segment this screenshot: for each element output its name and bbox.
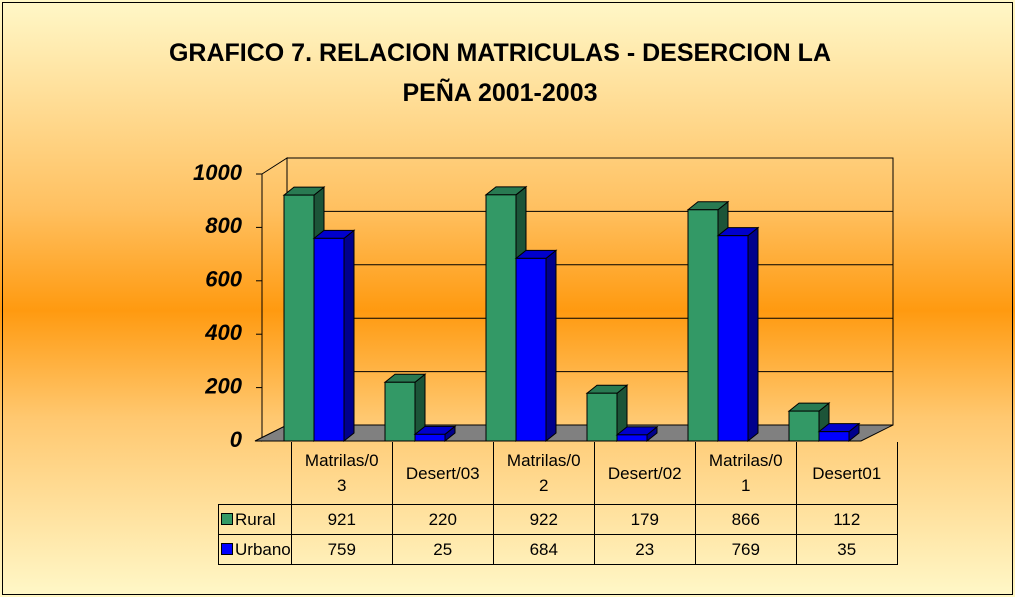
category-label: Desert01 (812, 463, 882, 483)
y-tick-label: 1000 (193, 160, 243, 185)
y-tick-label: 400 (204, 320, 242, 345)
chart-title: GRAFICO 7. RELACION MATRICULAS - DESERCI… (168, 39, 832, 107)
bar (283, 194, 315, 442)
corner-cell (219, 442, 292, 505)
legend-label: Urbano (235, 539, 291, 559)
legend-entry: Rural (218, 504, 292, 535)
table-value: 684 (492, 534, 595, 565)
table-value: 112 (795, 504, 898, 535)
back-wall (286, 157, 894, 426)
y-tick-label: 800 (205, 213, 242, 238)
bar (616, 434, 648, 442)
bar (818, 431, 850, 442)
bar (788, 410, 820, 442)
category-cell: Desert01 (795, 442, 898, 505)
table-value: 220 (391, 504, 494, 535)
bar (687, 209, 719, 442)
legend-entry: Urbano (218, 534, 292, 565)
category-label: Matrilas/02 (506, 451, 581, 495)
table-value: 179 (593, 504, 696, 535)
category-label: Matrilas/03 (304, 451, 379, 495)
bar-side (545, 249, 557, 443)
bar (515, 257, 547, 442)
table-value: 922 (492, 504, 595, 535)
category-label: Matrilas/01 (708, 451, 783, 495)
category-label: Desert/03 (405, 463, 480, 483)
legend-label: Rural (235, 509, 276, 529)
series-row: Urbano 759 25 684 23 769 35 (218, 534, 898, 565)
table-value: 35 (795, 534, 898, 565)
bar (313, 237, 345, 442)
table-value: 25 (391, 534, 494, 565)
y-tick-label: 0 (230, 427, 243, 452)
series-row: Rural 921 220 922 179 866 112 (218, 504, 898, 535)
category-row: Matrilas/03 Desert/03 Matrilas/02 Desert/02… (219, 442, 898, 505)
side-wall (261, 157, 288, 442)
category-cell: Desert/03 (391, 442, 494, 505)
y-tick-label: 200 (204, 373, 242, 398)
category-cell: Desert/02 (593, 442, 696, 505)
table-value: 921 (290, 504, 393, 535)
category-cell: Matrilas/01 (694, 442, 797, 505)
table-value: 866 (694, 504, 797, 535)
bar-side (747, 226, 759, 443)
y-tick-label: 600 (205, 267, 242, 292)
table-value: 23 (593, 534, 696, 565)
category-cell: Matrilas/02 (492, 442, 595, 505)
bar (384, 381, 416, 442)
legend-key (221, 512, 233, 525)
bar (414, 433, 446, 442)
table-value: 759 (290, 534, 393, 565)
table-value: 769 (694, 534, 797, 565)
legend-key (221, 542, 233, 555)
bar (717, 235, 749, 442)
category-cell: Matrilas/03 (290, 442, 393, 505)
category-label: Desert/02 (607, 463, 682, 483)
data-table: Matrilas/03 Desert/03 Matrilas/02 Desert/02… (218, 442, 898, 565)
bar (485, 194, 517, 442)
bar-side (343, 229, 355, 443)
bar (586, 392, 618, 442)
